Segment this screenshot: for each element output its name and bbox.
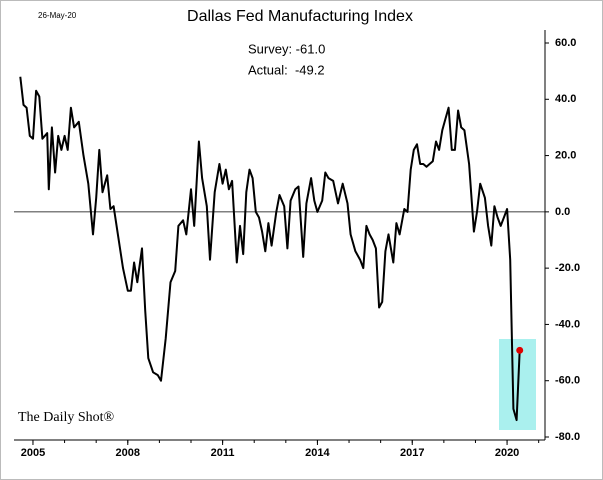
x-tick-label: 2020 [495,447,519,459]
x-tick-label: 2008 [116,447,140,459]
y-tick-label: -60.0 [555,375,580,387]
y-tick-label: -20.0 [555,262,580,274]
y-tick-label: 60.0 [555,37,576,49]
y-tick-label: 40.0 [555,93,576,105]
y-tick-label: 0.0 [555,206,570,218]
series-line [19,76,521,422]
plot-area: -80.0 -60.0 -40.0 -20.0 0.0 20.0 40.0 60.0 2005 2… [14,30,580,459]
last-point [516,346,524,354]
date-note: 26-May-20 [38,11,77,20]
y-tick-label: -40.0 [555,318,580,330]
x-tick-label: 2014 [305,447,330,459]
y-tick-label: -80.0 [555,431,580,443]
y-tick-label: 20.0 [555,149,576,161]
x-tick-label: 2017 [400,447,424,459]
annotation: Survey: -61.0 [248,41,325,56]
x-tick-label: 2011 [211,447,235,459]
source: The Daily Shot® [18,410,115,425]
chart-title: Dallas Fed Manufacturing Index [187,8,413,25]
x-tick-label: 2005 [21,447,45,459]
annotation: Actual: -49.2 [248,62,325,77]
